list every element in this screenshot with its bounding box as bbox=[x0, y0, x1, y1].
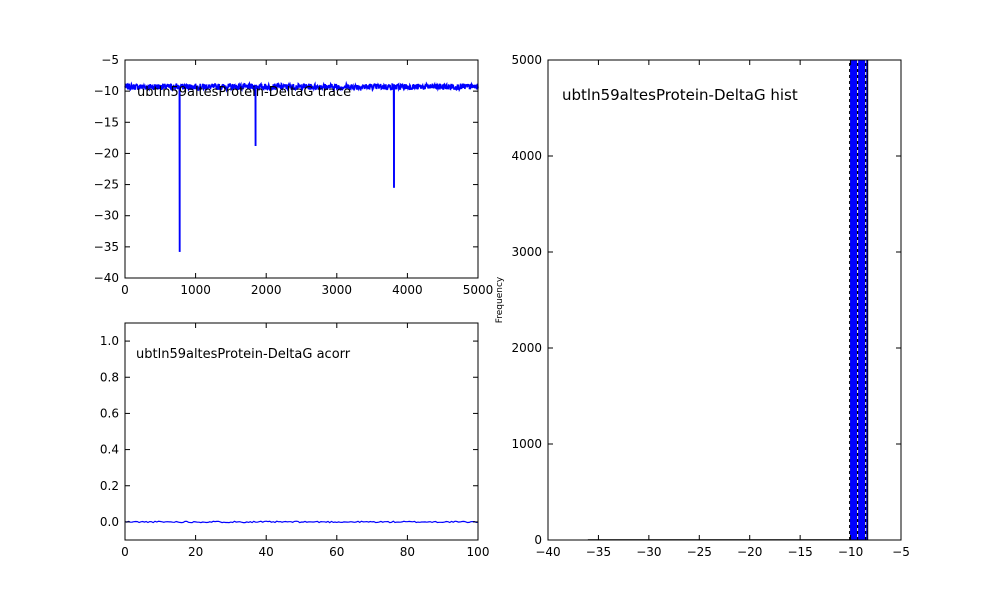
hist-ytick-label: 4000 bbox=[511, 149, 542, 163]
acorr-ytick-label: 0.2 bbox=[100, 479, 119, 493]
hist-xtick-label: −30 bbox=[636, 545, 661, 559]
trace-series bbox=[124, 80, 479, 252]
trace-axes-frame bbox=[124, 59, 479, 279]
trace-xtick-label: 2000 bbox=[251, 283, 282, 297]
hist-ytick-label: 5000 bbox=[511, 53, 542, 67]
acorr-xtick-label: 0 bbox=[121, 545, 129, 559]
hist-ytick-label: 3000 bbox=[511, 245, 542, 259]
trace-ytick-label: −25 bbox=[94, 178, 119, 192]
acorr-xtick-label: 100 bbox=[467, 545, 490, 559]
hist-xtick-label: −10 bbox=[838, 545, 863, 559]
acorr-axes-frame bbox=[124, 322, 479, 541]
acorr-series bbox=[124, 520, 479, 524]
acorr-ytick-label: 0.6 bbox=[100, 406, 119, 420]
hist-xtick-label: −15 bbox=[787, 545, 812, 559]
acorr-ytick-label: 0.4 bbox=[100, 443, 119, 457]
acorr-ytick-label: 0.0 bbox=[100, 515, 119, 529]
trace-ytick-label: −15 bbox=[94, 115, 119, 129]
trace-ytick-label: −35 bbox=[94, 240, 119, 254]
acorr-panel: 0 20 40 60 80 100 0.0 0.2 0.4 0.6 0.8 1.0 ubtln59al… bbox=[100, 322, 490, 559]
trace-xtick-label: 4000 bbox=[392, 283, 423, 297]
hist-xtick-label: −20 bbox=[737, 545, 762, 559]
acorr-ytick-label: 0.8 bbox=[100, 370, 119, 384]
hist-ytick-label: 1000 bbox=[511, 437, 542, 451]
hist-xtick-label: −5 bbox=[892, 545, 910, 559]
acorr-xtick-label: 60 bbox=[329, 545, 344, 559]
trace-xtick-label: 0 bbox=[121, 283, 129, 297]
trace-panel: 0 1000 2000 3000 4000 5000 −40 −35 −30 −25 −20 −15 −… bbox=[94, 53, 494, 297]
trace-ticks: 0 1000 2000 3000 4000 5000 −40 −35 −30 −25 −20 −15 −… bbox=[94, 53, 494, 297]
acorr-xtick-label: 20 bbox=[188, 545, 203, 559]
hist-ytick-label: 0 bbox=[534, 533, 542, 547]
hist-xtick-label: −35 bbox=[586, 545, 611, 559]
acorr-ytick-label: 1.0 bbox=[100, 334, 119, 348]
hist-xtick-label: −40 bbox=[535, 545, 560, 559]
hist-ytick-label: 2000 bbox=[511, 341, 542, 355]
trace-line bbox=[124, 80, 479, 252]
trace-ytick-label: −30 bbox=[94, 209, 119, 223]
acorr-xtick-label: 40 bbox=[259, 545, 274, 559]
acorr-xtick-label: 80 bbox=[400, 545, 415, 559]
trace-xtick-label: 1000 bbox=[180, 283, 211, 297]
trace-xtick-label: 5000 bbox=[463, 283, 494, 297]
hist-ylabel: Frequency bbox=[495, 276, 505, 323]
hist-xtick-label: −25 bbox=[687, 545, 712, 559]
trace-xtick-label: 3000 bbox=[322, 283, 353, 297]
trace-ytick-label: −20 bbox=[94, 146, 119, 160]
trace-ytick-label: −10 bbox=[94, 84, 119, 98]
hist-panel: −40 −35 −30 −25 −20 −15 −10 −5 0 1000 2000 3000 4000… bbox=[495, 53, 910, 559]
hist-bar bbox=[849, 59, 859, 541]
trace-title: ubtln59altesProtein-DeltaG trace bbox=[137, 85, 351, 100]
hist-axes-frame bbox=[547, 59, 902, 541]
trace-ytick-label: −40 bbox=[94, 271, 119, 285]
hist-bar bbox=[857, 59, 867, 541]
hist-title: ubtln59altesProtein-DeltaG hist bbox=[562, 86, 798, 104]
acorr-ticks: 0 20 40 60 80 100 0.0 0.2 0.4 0.6 0.8 1.0 bbox=[100, 323, 490, 559]
acorr-line bbox=[124, 520, 479, 524]
acorr-title: ubtln59altesProtein-DeltaG acorr bbox=[136, 347, 351, 362]
hist-ticks: −40 −35 −30 −25 −20 −15 −10 −5 0 1000 2000 3000 4000… bbox=[511, 53, 909, 559]
trace-ytick-label: −5 bbox=[101, 53, 119, 67]
